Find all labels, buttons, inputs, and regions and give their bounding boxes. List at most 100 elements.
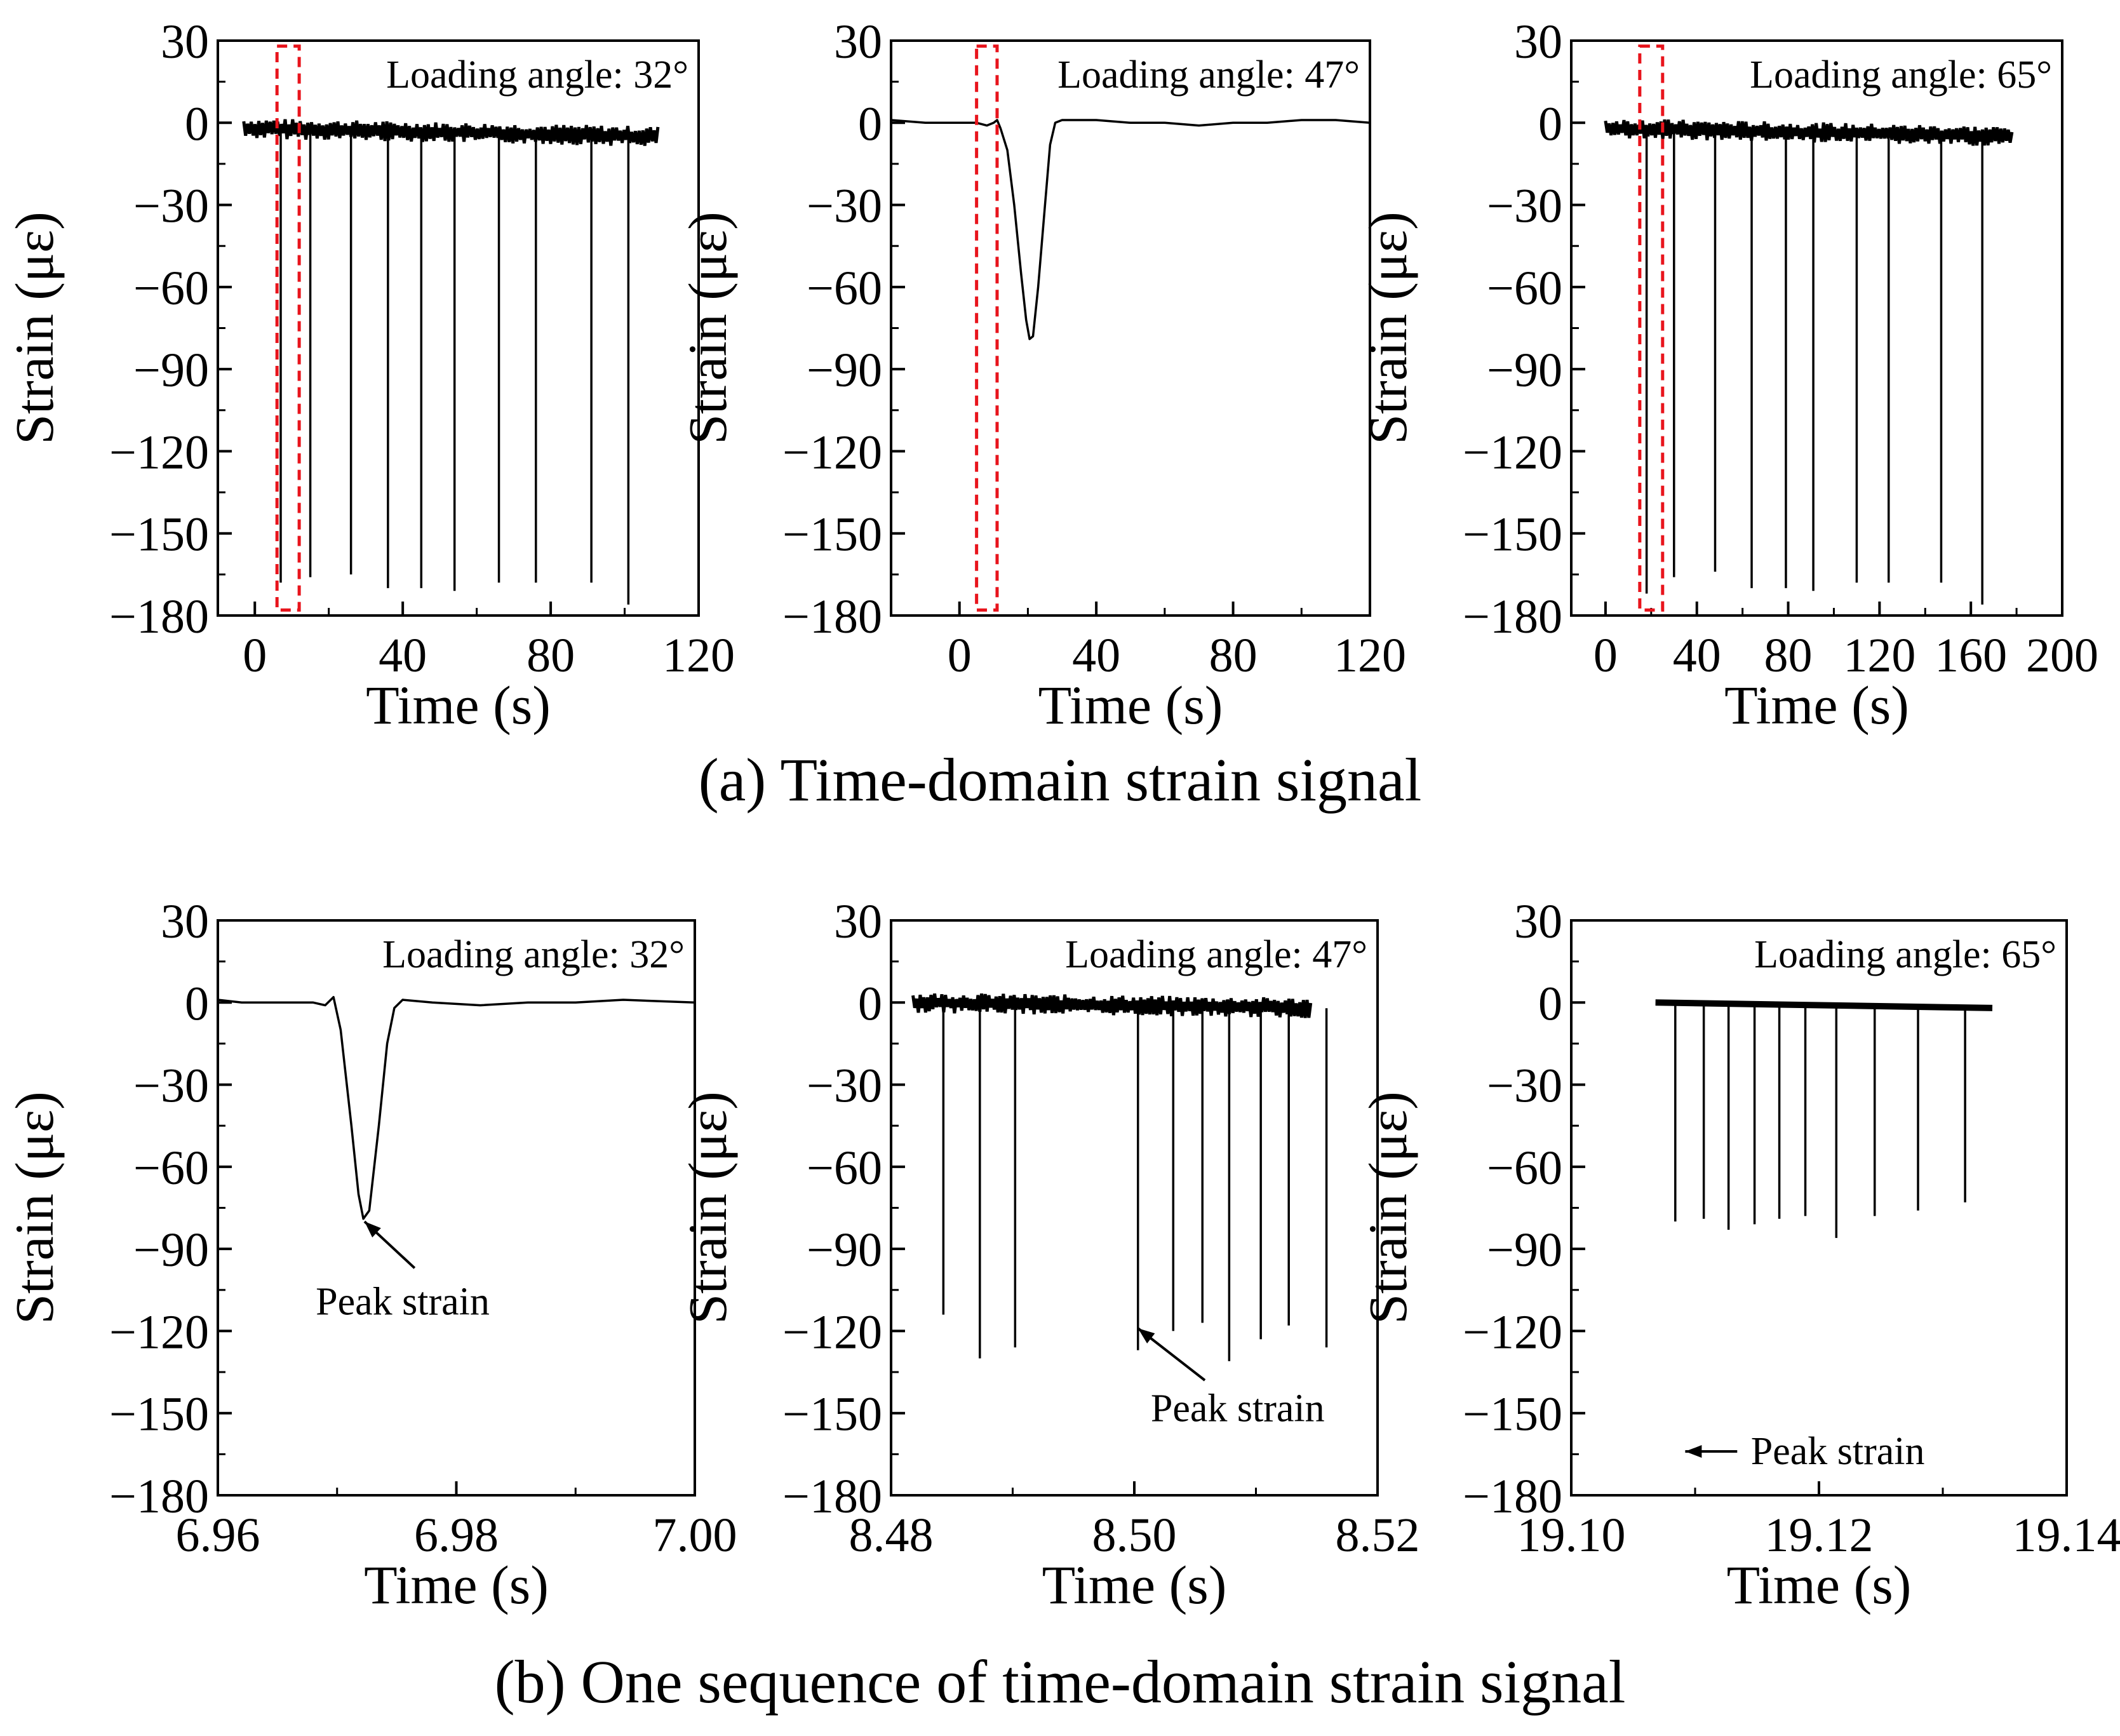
y-axis-title: Strain (με) bbox=[4, 1091, 65, 1324]
y-tick-label: −30 bbox=[1487, 180, 1562, 233]
x-axis-title: Time (s) bbox=[1038, 675, 1223, 736]
highlight-box bbox=[1638, 44, 1665, 612]
x-tick-label: 0 bbox=[948, 629, 972, 682]
y-tick-label: −30 bbox=[133, 180, 209, 233]
peak-arrow-head bbox=[1685, 1445, 1702, 1458]
y-tick-label: −90 bbox=[1487, 1223, 1562, 1277]
y-tick-label: −120 bbox=[782, 426, 882, 479]
y-tick-label: 0 bbox=[858, 977, 882, 1030]
y-tick-label: −150 bbox=[109, 508, 209, 562]
x-tick-label: 8.50 bbox=[1092, 1509, 1177, 1562]
peak-arrow-head bbox=[364, 1221, 381, 1238]
y-tick-label: −120 bbox=[109, 1305, 209, 1359]
baseline-signal bbox=[242, 119, 660, 146]
y-tick-label: −150 bbox=[782, 508, 882, 562]
peak-strain-label: Peak strain bbox=[316, 1281, 490, 1324]
x-tick-label: 19.14 bbox=[2013, 1509, 2120, 1562]
y-tick-label: −60 bbox=[807, 262, 882, 315]
peak-arrow-head bbox=[1137, 1328, 1155, 1343]
y-tick-label: −150 bbox=[782, 1388, 882, 1441]
y-tick-label: 30 bbox=[1514, 15, 1562, 69]
highlight-box bbox=[275, 44, 301, 612]
y-axis-title: Strain (με) bbox=[1357, 212, 1418, 444]
y-tick-label: −180 bbox=[109, 1470, 209, 1523]
y-tick-label: −30 bbox=[807, 180, 882, 233]
y-axis-title: Strain (με) bbox=[4, 212, 65, 444]
y-tick-label: −180 bbox=[782, 1470, 882, 1523]
y-tick-label: −120 bbox=[1463, 426, 1562, 479]
y-tick-label: 0 bbox=[185, 977, 209, 1030]
y-tick-label: −180 bbox=[1463, 1470, 1562, 1523]
y-tick-label: 30 bbox=[834, 15, 882, 69]
loading-angle-label: Loading angle: 47° bbox=[1065, 933, 1367, 976]
loading-angle-label: Loading angle: 65° bbox=[1754, 933, 2056, 976]
x-tick-label: 40 bbox=[379, 629, 427, 682]
y-tick-label: −30 bbox=[1487, 1060, 1562, 1113]
loading-angle-label: Loading angle: 65° bbox=[1750, 53, 2052, 97]
chart-a3-loading-65: 30 0 −30 −60 −90 −120 −150 −180 0 40 80 120 160 200 Ti… bbox=[1357, 15, 2098, 736]
y-tick-label: −90 bbox=[133, 1223, 209, 1277]
x-tick-label: 0 bbox=[243, 629, 267, 682]
y-tick-label: −90 bbox=[133, 344, 209, 397]
y-tick-label: 30 bbox=[1514, 895, 1562, 948]
x-tick-label: 120 bbox=[662, 629, 735, 682]
y-tick-label: −150 bbox=[1463, 508, 1562, 562]
x-tick-label: 19.10 bbox=[1517, 1509, 1626, 1562]
x-tick-label: 120 bbox=[1334, 629, 1406, 682]
loading-angle-label: Loading angle: 32° bbox=[382, 933, 685, 976]
x-tick-label: 40 bbox=[1673, 629, 1721, 682]
x-tick-label: 120 bbox=[1843, 629, 1915, 682]
x-tick-label: 160 bbox=[1935, 629, 2007, 682]
x-axis-title: Time (s) bbox=[1042, 1554, 1227, 1615]
series-line bbox=[217, 995, 695, 1220]
caption-a: (a) Time-domain strain signal bbox=[699, 746, 1422, 814]
y-tick-label: 30 bbox=[161, 895, 209, 948]
x-tick-label: 19.12 bbox=[1765, 1509, 1874, 1562]
peak-strain-label: Peak strain bbox=[1151, 1387, 1325, 1430]
x-tick-label: 6.96 bbox=[176, 1509, 260, 1562]
y-tick-label: −120 bbox=[1463, 1305, 1562, 1359]
y-tick-label: 0 bbox=[858, 97, 882, 151]
x-tick-label: 40 bbox=[1072, 629, 1120, 682]
highlight-box bbox=[975, 44, 999, 612]
x-tick-label: 6.98 bbox=[414, 1509, 499, 1562]
y-tick-label: −60 bbox=[133, 262, 209, 315]
chart-a2-loading-47: 30 0 −30 −60 −90 −120 −150 −180 0 40 80 120 Time (s)… bbox=[677, 15, 1406, 736]
y-tick-label: −60 bbox=[807, 1141, 882, 1195]
x-tick-label: 200 bbox=[2026, 629, 2098, 682]
y-tick-label: 0 bbox=[1538, 97, 1562, 151]
y-tick-label: −180 bbox=[109, 590, 209, 643]
x-tick-label: 7.00 bbox=[653, 1509, 737, 1562]
y-tick-label: −150 bbox=[109, 1388, 209, 1441]
x-tick-label: 80 bbox=[1764, 629, 1813, 682]
x-tick-label: 80 bbox=[1209, 629, 1258, 682]
y-axis-title: Strain (με) bbox=[677, 212, 738, 444]
y-tick-label: −180 bbox=[782, 590, 882, 643]
y-tick-label: −120 bbox=[109, 426, 209, 479]
y-tick-label: −60 bbox=[133, 1141, 209, 1195]
y-axis-title: Strain (με) bbox=[677, 1091, 738, 1324]
baseline-signal bbox=[1655, 999, 1993, 1011]
y-tick-label: −60 bbox=[1487, 1141, 1562, 1195]
x-tick-label: 0 bbox=[1593, 629, 1618, 682]
x-tick-label: 8.52 bbox=[1336, 1509, 1420, 1562]
series-line bbox=[890, 119, 1371, 340]
x-axis-title: Time (s) bbox=[366, 675, 551, 736]
y-tick-label: −150 bbox=[1463, 1388, 1562, 1441]
y-tick-label: −90 bbox=[807, 1223, 882, 1277]
caption-b: (b) One sequence of time-domain strain s… bbox=[495, 1648, 1626, 1716]
x-axis-title: Time (s) bbox=[1724, 675, 1909, 736]
y-tick-label: 0 bbox=[185, 97, 209, 151]
x-tick-label: 8.48 bbox=[849, 1509, 934, 1562]
loading-angle-label: Loading angle: 47° bbox=[1057, 53, 1360, 97]
y-axis-title: Strain (με) bbox=[1357, 1091, 1418, 1324]
loading-angle-label: Loading angle: 32° bbox=[386, 53, 688, 97]
y-tick-label: 30 bbox=[161, 15, 209, 69]
y-tick-label: −120 bbox=[782, 1305, 882, 1359]
chart-a1-loading-32: 30 0 −30 −60 −90 −120 −150 −180 0 40 80 120 Time (s)… bbox=[4, 15, 735, 736]
y-tick-label: −30 bbox=[807, 1060, 882, 1113]
